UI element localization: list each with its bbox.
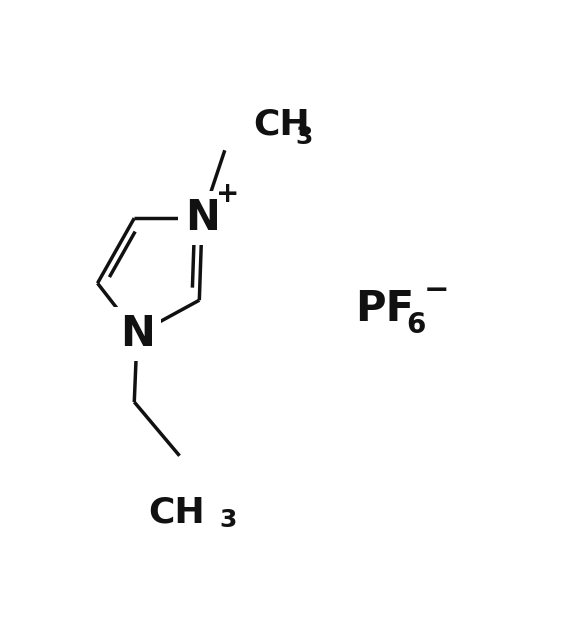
Text: CH: CH [148,495,205,529]
Text: N: N [185,197,220,239]
Text: 3: 3 [219,508,236,532]
Text: +: + [216,180,239,209]
Text: −: − [424,276,449,305]
Text: 3: 3 [296,125,313,149]
Text: 6: 6 [406,310,425,339]
Text: CH: CH [253,108,310,142]
Text: PF: PF [355,288,414,330]
Text: N: N [119,313,154,355]
